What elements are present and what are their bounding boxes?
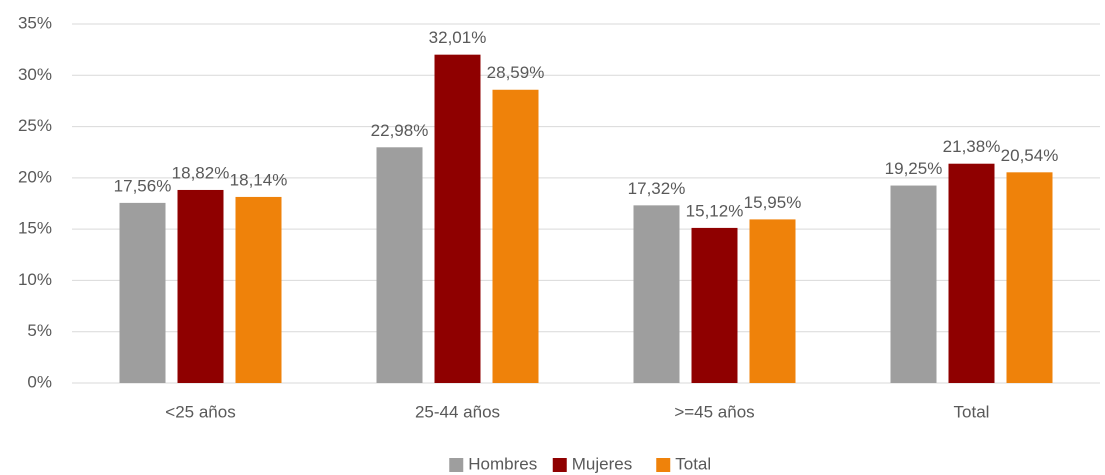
value-label: 32,01% xyxy=(429,28,487,47)
bar xyxy=(633,205,680,383)
bar xyxy=(749,219,796,383)
legend-swatch xyxy=(449,458,464,472)
legend-swatch xyxy=(552,458,567,472)
value-label: 22,98% xyxy=(371,121,429,140)
y-tick-label: 35% xyxy=(18,13,52,32)
bar xyxy=(948,163,995,383)
y-tick-label: 0% xyxy=(27,372,52,391)
legend-label: Hombres xyxy=(468,454,537,473)
value-label: 21,38% xyxy=(943,137,1001,156)
value-label: 17,32% xyxy=(628,179,686,198)
value-label: 18,82% xyxy=(172,163,230,182)
x-tick-label: 25-44 años xyxy=(415,402,500,421)
y-tick-label: 25% xyxy=(18,116,52,135)
value-label: 15,95% xyxy=(744,193,802,212)
y-tick-label: 20% xyxy=(18,167,52,186)
bar xyxy=(119,202,166,383)
value-label: 20,54% xyxy=(1001,146,1059,165)
value-label: 15,12% xyxy=(686,201,744,220)
bar xyxy=(177,189,224,383)
value-label: 28,59% xyxy=(487,63,545,82)
bar xyxy=(235,196,282,383)
bar xyxy=(1006,172,1053,383)
bar xyxy=(890,185,937,383)
y-tick-label: 10% xyxy=(18,270,52,289)
legend-label: Total xyxy=(675,454,711,473)
value-label: 18,14% xyxy=(230,170,288,189)
x-tick-label: Total xyxy=(954,402,990,421)
x-tick-label: <25 años xyxy=(165,402,235,421)
bar xyxy=(434,54,481,384)
x-tick-label: >=45 años xyxy=(674,402,754,421)
bar xyxy=(492,89,539,383)
bar xyxy=(691,227,738,383)
y-tick-label: 15% xyxy=(18,219,52,238)
legend-label: Mujeres xyxy=(572,454,632,473)
y-tick-label: 5% xyxy=(27,321,52,340)
legend-swatch xyxy=(656,458,671,472)
value-label: 17,56% xyxy=(114,176,172,195)
value-label: 19,25% xyxy=(885,159,943,178)
bar xyxy=(376,147,423,383)
y-tick-label: 30% xyxy=(18,65,52,84)
